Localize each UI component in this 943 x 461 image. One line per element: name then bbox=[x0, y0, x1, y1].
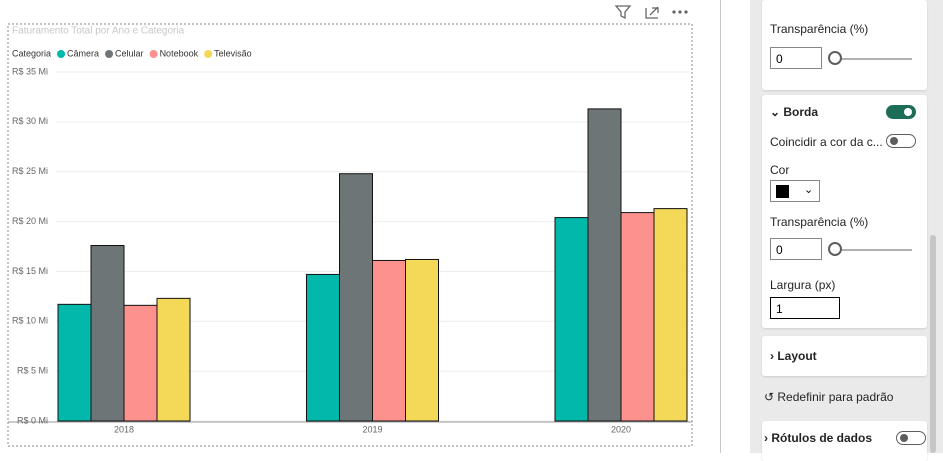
y-tick-label: R$ 30 Mi bbox=[12, 116, 48, 126]
visual-header-icons[interactable] bbox=[614, 5, 688, 20]
y-tick-label: R$ 20 Mi bbox=[12, 216, 48, 226]
y-tick-label: R$ 5 Mi bbox=[17, 366, 48, 376]
legend-marker bbox=[204, 50, 213, 58]
border-title: Borda bbox=[783, 105, 819, 119]
bar bbox=[156, 297, 191, 422]
legend-label: Notebook bbox=[160, 48, 199, 58]
bar bbox=[554, 217, 589, 422]
y-tick-label: R$ 15 Mi bbox=[12, 266, 48, 276]
legend-marker bbox=[57, 50, 66, 58]
toggle-off[interactable] bbox=[896, 431, 926, 445]
legend-label: Celular bbox=[115, 48, 144, 58]
scrollbar[interactable] bbox=[930, 235, 936, 453]
slider[interactable] bbox=[834, 249, 912, 251]
y-tick-label: R$ 25 Mi bbox=[12, 166, 48, 176]
label: Transparência (%) bbox=[770, 22, 869, 36]
bar bbox=[306, 273, 340, 422]
spinner[interactable]: 0 bbox=[770, 47, 822, 69]
label: Largura (px) bbox=[770, 278, 836, 292]
reset[interactable]: ↺ Redefinir para padrão bbox=[764, 390, 894, 404]
card-transparency: Transparência (%) 0 bbox=[762, 0, 927, 90]
chart-title: Faturamento Total por Ano e Categoria bbox=[12, 26, 185, 37]
y-tick-label: R$ 10 Mi bbox=[12, 316, 48, 326]
reset-label: Redefinir para padrão bbox=[777, 390, 894, 404]
card-data-labels: › Rótulos de dados bbox=[762, 421, 927, 461]
format-pane: Transparência (%) 0 ⌄ Borda Coincidir a … bbox=[750, 0, 943, 461]
x-tick-label: 2018 bbox=[114, 424, 134, 434]
bar bbox=[123, 304, 158, 422]
bar bbox=[339, 173, 373, 422]
slider-knob[interactable] bbox=[828, 51, 842, 65]
visual-border bbox=[7, 23, 693, 447]
x-tick-label: 2019 bbox=[362, 424, 382, 434]
label: Coincidir a cor da c... bbox=[770, 135, 883, 149]
legend-title: Categoria bbox=[12, 48, 51, 58]
chart: Faturamento Total por Ano e Categoria Ca… bbox=[7, 5, 693, 447]
slider[interactable] bbox=[834, 58, 912, 60]
bar bbox=[90, 245, 125, 422]
x-tick-label: 2020 bbox=[611, 424, 631, 434]
divider bbox=[720, 0, 721, 453]
bar bbox=[620, 212, 655, 422]
bar bbox=[653, 208, 688, 422]
bar bbox=[372, 259, 406, 422]
y-tick-label: R$ 0 Mi bbox=[17, 415, 48, 425]
legend-marker bbox=[149, 50, 158, 58]
bar bbox=[405, 258, 439, 422]
color-picker[interactable]: ⌄ bbox=[770, 180, 820, 202]
label: Cor bbox=[770, 163, 790, 177]
card-border: ⌄ Borda Coincidir a cor da c... Cor ⌄ Tr… bbox=[762, 95, 927, 328]
data-labels-title: Rótulos de dados bbox=[771, 431, 873, 445]
section-title[interactable]: › Rótulos de dados bbox=[764, 431, 873, 445]
card-layout: › Layout bbox=[762, 336, 927, 376]
spinner[interactable]: 0 bbox=[770, 238, 822, 260]
section-title[interactable]: › Layout bbox=[770, 349, 817, 363]
label: Transparência (%) bbox=[770, 215, 869, 229]
toggle-off[interactable] bbox=[886, 134, 916, 148]
legend-marker bbox=[105, 50, 114, 58]
spinner[interactable]: 1 bbox=[770, 297, 840, 319]
toggle-on[interactable] bbox=[886, 105, 916, 119]
layout-title: Layout bbox=[777, 349, 817, 363]
section-title[interactable]: ⌄ Borda bbox=[770, 105, 819, 119]
y-tick-label: R$ 35 Mi bbox=[12, 66, 48, 76]
slider-knob[interactable] bbox=[828, 242, 842, 256]
bar bbox=[57, 303, 92, 422]
bar bbox=[587, 108, 622, 422]
legend-label: Câmera bbox=[67, 48, 99, 58]
legend-label: Televisão bbox=[214, 48, 252, 58]
